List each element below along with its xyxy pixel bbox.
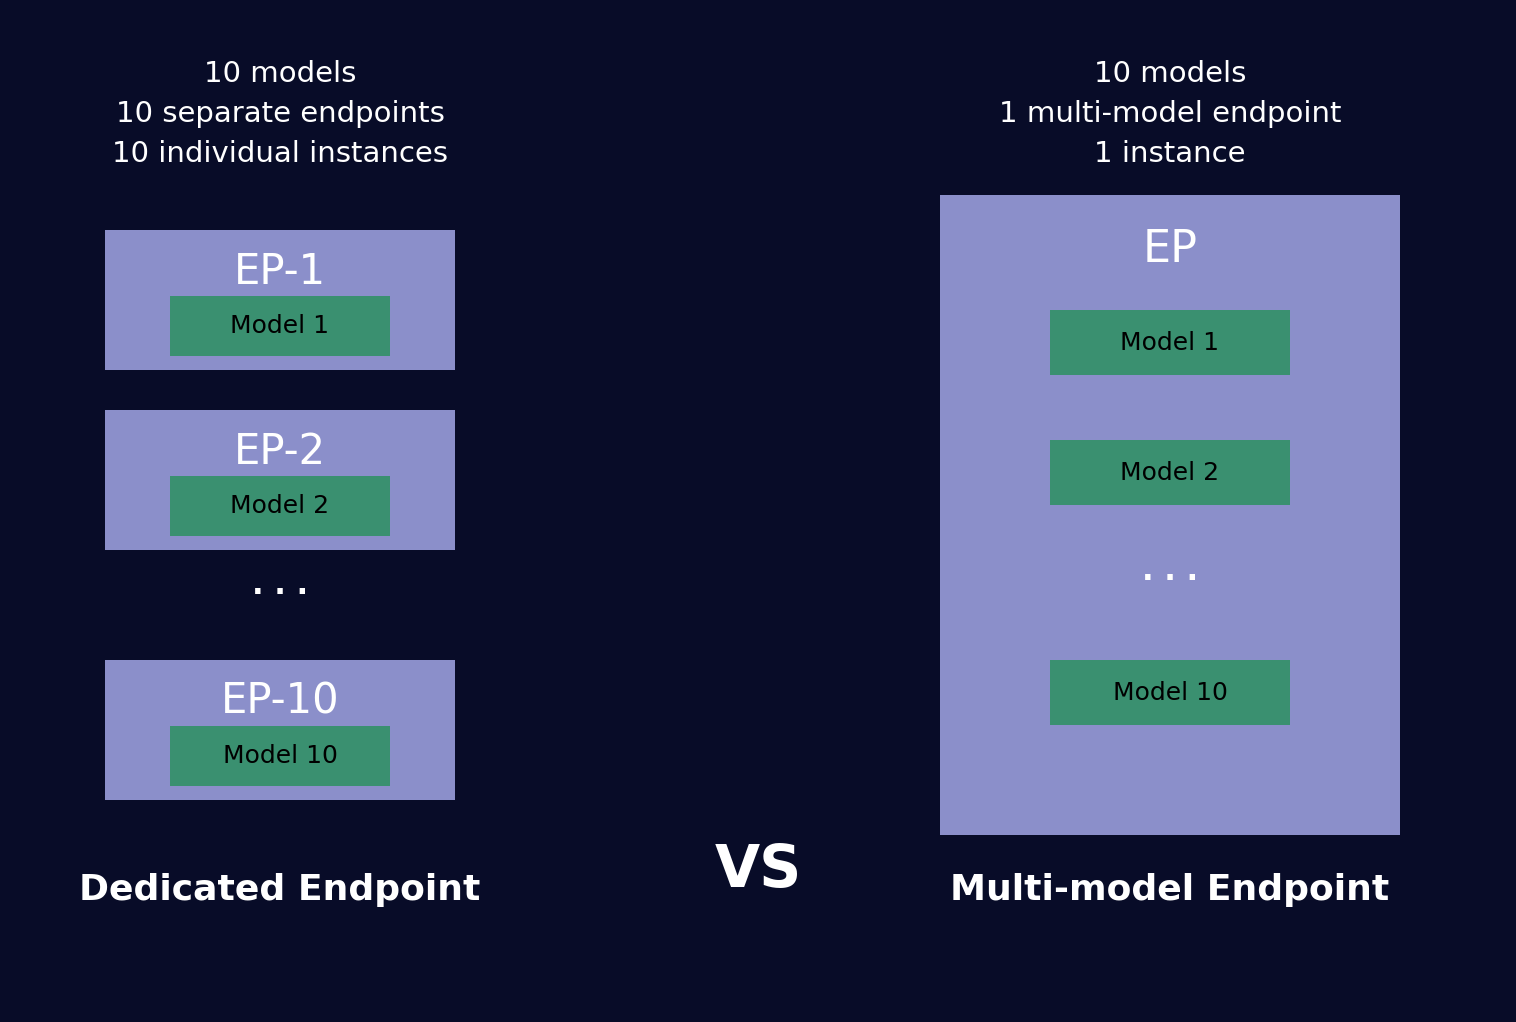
Bar — [1051, 660, 1290, 725]
Text: Dedicated Endpoint: Dedicated Endpoint — [79, 873, 481, 907]
Text: EP-1: EP-1 — [233, 251, 326, 293]
Text: VS: VS — [714, 841, 802, 898]
Text: Model 10: Model 10 — [223, 744, 338, 768]
Text: . . .: . . . — [252, 570, 308, 600]
Text: EP: EP — [1143, 229, 1198, 272]
Text: 10 models
1 multi-model endpoint
1 instance: 10 models 1 multi-model endpoint 1 insta… — [999, 60, 1342, 169]
Bar — [170, 476, 390, 536]
Bar — [1051, 310, 1290, 375]
Bar — [105, 660, 455, 800]
Text: Model 2: Model 2 — [1120, 461, 1219, 484]
Bar — [170, 726, 390, 786]
Text: 10 models
10 separate endpoints
10 individual instances: 10 models 10 separate endpoints 10 indiv… — [112, 60, 449, 169]
Text: . . .: . . . — [1142, 557, 1198, 587]
Text: Model 2: Model 2 — [230, 494, 329, 518]
Text: Model 1: Model 1 — [1120, 330, 1219, 355]
Text: EP-2: EP-2 — [233, 431, 326, 473]
Bar — [940, 195, 1399, 835]
Text: Multi-model Endpoint: Multi-model Endpoint — [951, 873, 1390, 907]
Bar — [170, 296, 390, 356]
Text: Model 10: Model 10 — [1113, 681, 1228, 704]
Text: EP-10: EP-10 — [221, 681, 340, 723]
Bar — [105, 410, 455, 550]
Text: Model 1: Model 1 — [230, 314, 329, 338]
Bar — [105, 230, 455, 370]
Bar — [1051, 440, 1290, 505]
